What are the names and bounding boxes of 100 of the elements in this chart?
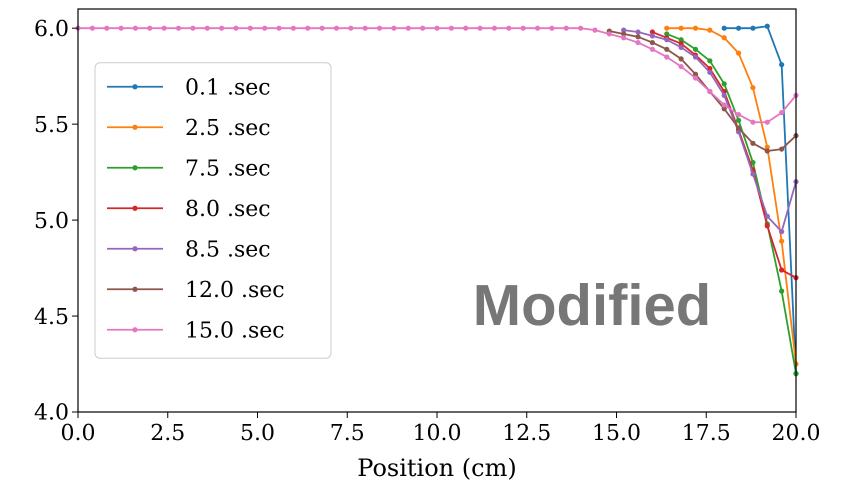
x-tick-label: 12.5 [502,421,552,446]
point [276,26,282,31]
point [233,26,239,31]
point [248,26,253,31]
legend-label: 8.5 .sec [185,237,271,262]
point [578,26,584,31]
y-tick-label: 5.0 [34,208,69,234]
point [664,46,670,52]
point [549,26,554,31]
point [650,40,655,46]
point [692,75,698,81]
point [779,267,784,273]
x-tick-label: 17.5 [682,421,731,446]
point [463,26,468,31]
legend-label: 7.5 .sec [185,156,271,182]
point [736,50,742,56]
point [650,33,655,38]
point [692,46,698,52]
point [334,26,340,31]
point [779,62,784,68]
point [219,26,224,31]
point [722,81,727,86]
point [621,35,626,40]
point [779,146,784,152]
point [406,26,411,31]
point [564,26,569,31]
point [477,26,483,31]
legend-label: 8.0 .sec [185,196,271,222]
point [750,26,756,31]
x-axis-title: Position (cm) [357,454,517,482]
point [420,26,426,31]
point [376,26,382,31]
point [147,26,152,31]
point [750,140,756,146]
x-tick-label: 5.0 [240,421,275,446]
point [736,112,742,118]
y-tick-label: 4.5 [34,304,69,330]
point [606,31,612,37]
point [707,28,712,33]
point [650,46,655,52]
point [722,92,727,98]
point [176,26,182,31]
legend-label: 15.0 .sec [185,318,285,344]
point [678,64,684,70]
point [635,29,641,35]
x-tick-label: 20.0 [772,421,820,446]
point [635,34,641,40]
point [132,26,138,31]
point [592,28,598,33]
point [678,44,684,50]
point [320,26,325,31]
point [764,24,770,29]
point [362,26,368,31]
point [722,26,727,31]
point [118,26,124,31]
x-tick-label: 10.0 [412,421,462,446]
point [764,214,770,219]
point [391,26,397,31]
point [290,26,296,31]
point [305,26,310,31]
point [204,26,210,31]
point [434,26,440,31]
point [534,26,540,31]
point [722,35,727,40]
point [707,70,712,75]
point [520,26,526,31]
point [779,238,784,244]
point [448,26,454,31]
point [779,110,784,116]
point [664,26,670,31]
y-tick-label: 6.0 [34,16,69,42]
x-tick-label: 7.5 [330,421,365,446]
point [764,120,770,125]
point [348,26,354,31]
point [779,229,784,234]
point [104,26,110,31]
legend-label: 0.1 .sec [185,75,271,100]
point [190,26,196,31]
point [678,26,684,31]
point [90,26,95,31]
point [750,171,756,177]
legend-label: 12.0 .sec [185,278,285,303]
legend-label: 2.5 .sec [185,116,271,141]
y-tick-label: 5.5 [34,112,69,138]
annotation: Modified [472,273,712,338]
point [664,54,670,60]
x-tick-label: 2.5 [150,421,186,446]
x-tick-label: 0.0 [60,421,96,446]
point [736,26,742,31]
point [750,85,756,90]
point [692,26,698,31]
point [635,40,641,46]
point [506,26,512,31]
point [779,288,784,294]
point [764,148,770,154]
point [262,26,268,31]
point [750,120,756,125]
point [492,26,498,31]
x-tick-label: 15.0 [592,421,641,446]
point [707,58,712,64]
